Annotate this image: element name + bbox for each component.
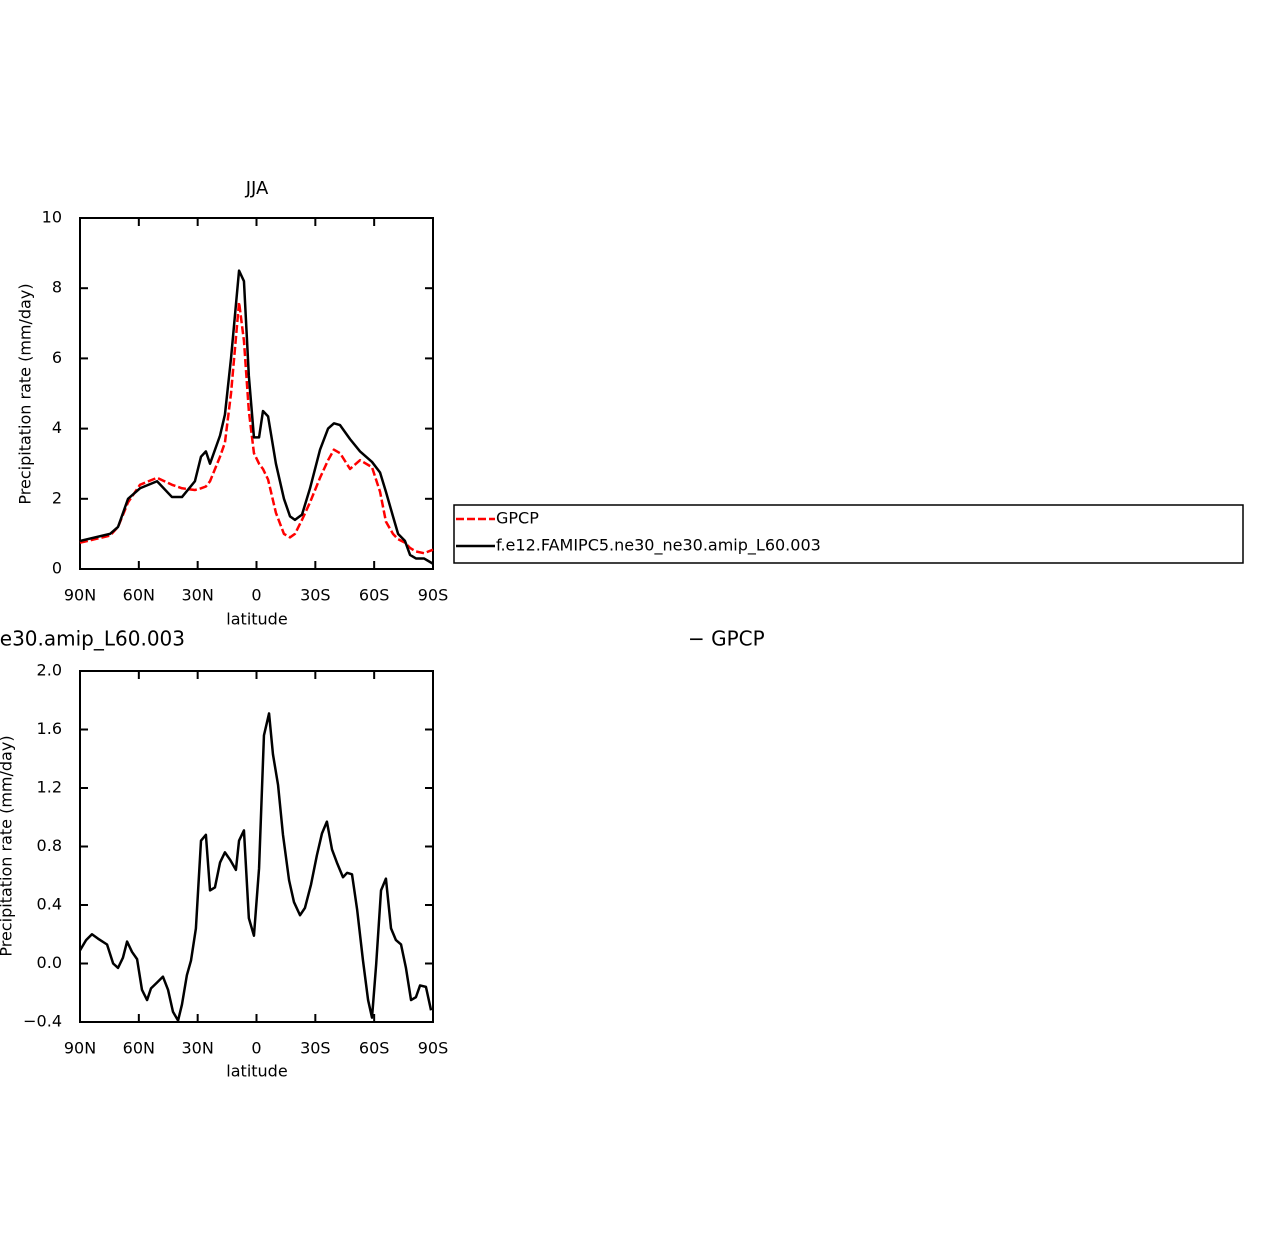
plot-frame <box>79 670 434 1023</box>
x-axis-label: latitude <box>226 610 287 629</box>
x-tick-label: 60N <box>123 586 155 605</box>
y-tick-label: 0 <box>52 559 62 578</box>
y-tick-label: 2 <box>52 488 62 507</box>
x-tick-label: 90N <box>64 586 96 605</box>
x-axis-label: latitude <box>226 1062 287 1081</box>
x-tick-label: 90N <box>64 1039 96 1058</box>
y-tick-label: 8 <box>52 278 62 297</box>
y-tick-label: 0.0 <box>37 953 62 972</box>
x-tick-label: 60N <box>123 1039 155 1058</box>
y-axis-label: Precipitation rate (mm/day) <box>0 735 16 956</box>
chart-title-right: − GPCP <box>688 627 765 651</box>
y-tick-label: 4 <box>52 418 62 437</box>
series-line <box>79 269 434 565</box>
y-tick-label: 1.2 <box>37 778 62 797</box>
legend-box <box>453 504 1244 564</box>
x-tick-label: 0 <box>251 1039 261 1058</box>
legend-label: GPCP <box>496 509 539 528</box>
x-tick-label: 30N <box>182 1039 214 1058</box>
chart-title: JJA <box>245 178 269 199</box>
legend-label: f.e12.FAMIPC5.ne30_ne30.amip_L60.003 <box>496 536 821 556</box>
y-tick-label: 10 <box>42 208 62 227</box>
x-tick-label: 30S <box>300 1039 331 1058</box>
y-tick-label: 6 <box>52 348 62 367</box>
y-tick-label: 1.6 <box>37 719 62 738</box>
x-tick-label: 0 <box>251 586 261 605</box>
chart-title-left: f.e12.FAMIPC5.ne30_ne30.amip_L60.003 <box>0 627 185 651</box>
x-tick-label: 90S <box>418 586 449 605</box>
y-tick-label: −0.4 <box>23 1012 62 1031</box>
y-tick-label: 0.8 <box>37 836 62 855</box>
x-tick-label: 60S <box>359 586 390 605</box>
series-line <box>78 712 433 1022</box>
x-tick-label: 60S <box>359 1039 390 1058</box>
plot-frame <box>79 217 434 570</box>
series-line <box>79 300 434 555</box>
x-tick-label: 30S <box>300 586 331 605</box>
y-tick-label: 2.0 <box>37 661 62 680</box>
x-tick-label: 30N <box>182 586 214 605</box>
y-tick-label: 0.4 <box>37 895 62 914</box>
x-tick-label: 90S <box>418 1039 449 1058</box>
y-axis-label: Precipitation rate (mm/day) <box>16 283 35 504</box>
